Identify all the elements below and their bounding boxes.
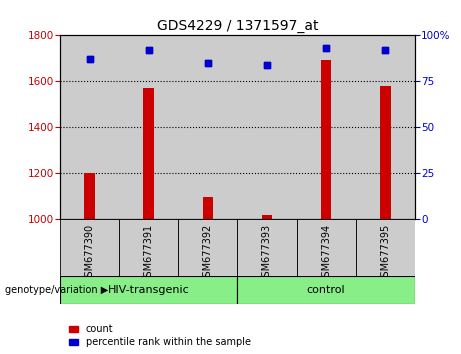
- Bar: [60, 219, 119, 276]
- Text: GSM677390: GSM677390: [84, 224, 95, 283]
- Bar: [237, 276, 415, 304]
- Text: GSM677395: GSM677395: [380, 224, 390, 283]
- Bar: [296, 219, 356, 276]
- Bar: [143, 88, 154, 219]
- Point: [86, 57, 93, 62]
- Bar: [60, 276, 237, 304]
- Point: [204, 60, 212, 66]
- Bar: [143, 88, 154, 219]
- Bar: [321, 60, 331, 219]
- Point: [145, 47, 152, 53]
- Bar: [380, 86, 390, 219]
- Bar: [119, 219, 178, 276]
- Text: GSM677393: GSM677393: [262, 224, 272, 283]
- Point: [86, 57, 93, 62]
- Bar: [202, 197, 213, 219]
- Bar: [356, 35, 415, 219]
- Point: [382, 47, 389, 53]
- Text: GSM677394: GSM677394: [321, 224, 331, 283]
- Text: control: control: [307, 285, 345, 295]
- Bar: [262, 215, 272, 219]
- Text: GSM677392: GSM677392: [203, 224, 213, 283]
- Point: [322, 45, 330, 51]
- Bar: [296, 35, 356, 219]
- Bar: [237, 219, 296, 276]
- Title: GDS4229 / 1371597_at: GDS4229 / 1371597_at: [157, 19, 318, 33]
- Point: [204, 60, 212, 66]
- Bar: [84, 173, 95, 219]
- Bar: [178, 219, 237, 276]
- Legend: count, percentile rank within the sample: count, percentile rank within the sample: [70, 325, 251, 347]
- Bar: [84, 173, 95, 219]
- Text: genotype/variation ▶: genotype/variation ▶: [5, 285, 108, 295]
- Bar: [356, 219, 415, 276]
- Bar: [178, 35, 237, 219]
- Bar: [262, 215, 272, 219]
- Text: HIV-transgenic: HIV-transgenic: [108, 285, 189, 295]
- Point: [263, 62, 271, 68]
- Bar: [119, 35, 178, 219]
- Point: [382, 47, 389, 53]
- Bar: [380, 86, 390, 219]
- Point: [322, 45, 330, 51]
- Point: [263, 62, 271, 68]
- Bar: [237, 35, 296, 219]
- Text: GSM677391: GSM677391: [144, 224, 154, 283]
- Bar: [321, 60, 331, 219]
- Bar: [60, 35, 119, 219]
- Point: [145, 47, 152, 53]
- Bar: [202, 197, 213, 219]
